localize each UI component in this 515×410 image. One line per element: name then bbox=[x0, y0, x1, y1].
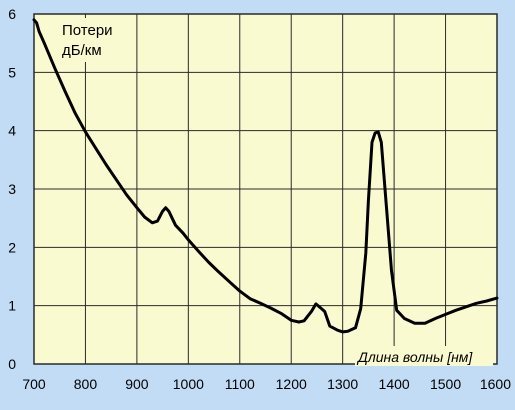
y-tick-label: 3 bbox=[8, 181, 16, 197]
x-tick-label: 1400 bbox=[379, 376, 410, 392]
ylabel-backdrop bbox=[57, 18, 115, 62]
x-tick-label: 1300 bbox=[327, 376, 358, 392]
x-tick-label: 1100 bbox=[225, 376, 255, 392]
y-tick-label: 0 bbox=[8, 356, 16, 372]
x-tick-label: 800 bbox=[74, 376, 98, 392]
y-tick-label: 5 bbox=[8, 64, 16, 80]
grid bbox=[33, 13, 498, 365]
x-tick-label: 1200 bbox=[276, 376, 307, 392]
x-tick-label: 900 bbox=[125, 376, 149, 392]
x-tick-label: 1500 bbox=[430, 376, 461, 392]
y-tick-label: 4 bbox=[8, 123, 16, 139]
x-tick-label: 700 bbox=[22, 376, 46, 392]
x-tick-label: 1000 bbox=[173, 376, 204, 392]
x-axis-label: Длина волны [нм] bbox=[356, 349, 473, 365]
y-tick-label: 2 bbox=[8, 239, 16, 255]
x-tick-label: 1600 bbox=[480, 376, 511, 392]
tick-labels: 700 800 900 1000 1100 1200 1300 1400 1500 1600 0 1 2… bbox=[8, 6, 511, 392]
y-axis-label-line1: Потери bbox=[62, 22, 113, 39]
y-axis-label-line2: дБ/км bbox=[62, 42, 102, 59]
xlabel-backdrop bbox=[355, 346, 493, 366]
loss-curve bbox=[32, 18, 499, 334]
y-tick-label: 1 bbox=[8, 298, 16, 314]
y-tick-label: 6 bbox=[8, 6, 16, 22]
